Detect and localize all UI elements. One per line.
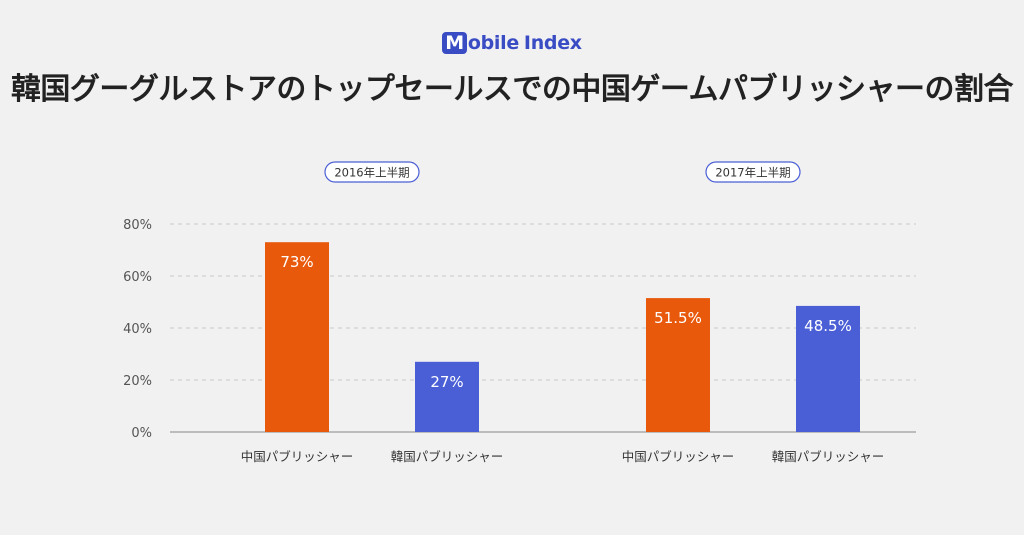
bar-value-label: 73% [280, 253, 313, 271]
x-category-label: 韓国パブリッシャー [772, 449, 885, 464]
bar-korea [415, 361, 479, 432]
period-badge-label: 2016年上半期 [334, 166, 409, 180]
bar-value-label: 51.5% [654, 309, 702, 327]
bar-china [646, 298, 710, 432]
x-category-label: 韓国パブリッシャー [391, 449, 504, 464]
x-category-label: 中国パブリッシャー [241, 449, 354, 464]
y-tick-label: 40% [123, 322, 152, 337]
logo-m-mark: M [442, 32, 467, 54]
page-title: 韓国グーグルストアのトップセールスでの中国ゲームパブリッシャーの割合 [10, 72, 1014, 107]
y-tick-label: 60% [123, 270, 152, 285]
period-badge [324, 161, 420, 183]
period-badge [705, 161, 801, 183]
logo-word-index: Index [523, 32, 582, 54]
bar-value-label: 48.5% [804, 317, 852, 335]
bar-value-label: 27% [430, 373, 463, 391]
logo-word-mobile: obile [467, 32, 519, 54]
bar-china [265, 242, 329, 432]
bar-korea [796, 305, 860, 432]
y-tick-label: 20% [123, 374, 152, 389]
y-tick-label: 0% [131, 426, 152, 441]
x-category-label: 中国パブリッシャー [622, 449, 735, 464]
y-tick-label: 80% [123, 218, 152, 233]
period-badge-label: 2017年上半期 [715, 166, 790, 180]
